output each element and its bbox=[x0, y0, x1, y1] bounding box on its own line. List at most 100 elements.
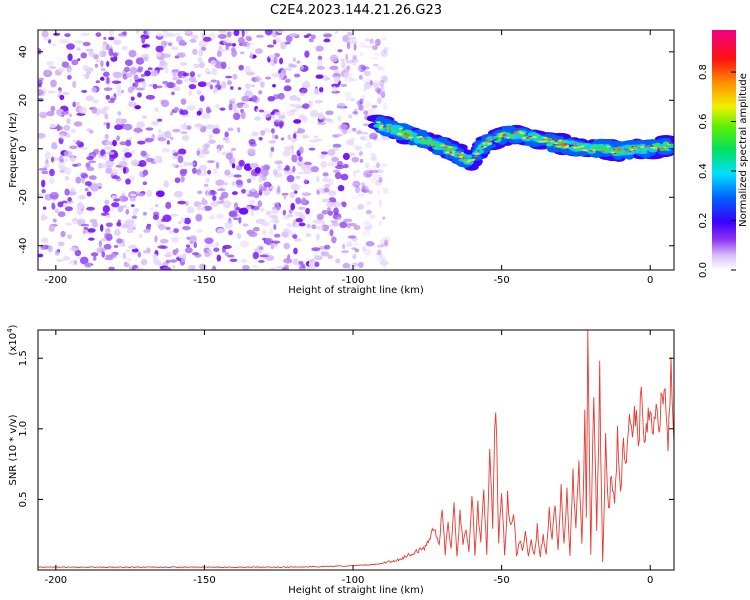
noise-blob bbox=[364, 169, 372, 173]
noise-blob bbox=[203, 205, 213, 211]
noise-blob bbox=[255, 75, 261, 83]
noise-blob bbox=[343, 72, 349, 78]
colorbar-tick-label: 0.0 bbox=[698, 262, 709, 278]
noise-blob bbox=[306, 223, 311, 229]
noise-blob bbox=[69, 156, 77, 162]
noise-blob bbox=[56, 259, 64, 262]
noise-blob bbox=[157, 245, 167, 249]
noise-blob bbox=[354, 248, 360, 253]
noise-blob bbox=[54, 208, 59, 214]
noise-blob bbox=[172, 71, 176, 79]
noise-blob bbox=[155, 45, 164, 53]
signal-blob bbox=[510, 136, 515, 140]
noise-blob bbox=[231, 162, 236, 169]
noise-blob bbox=[363, 226, 372, 231]
noise-blob bbox=[225, 152, 233, 160]
noise-blob bbox=[169, 213, 179, 217]
noise-blob bbox=[178, 254, 185, 259]
noise-blob bbox=[102, 71, 110, 77]
signal-blob bbox=[620, 151, 625, 154]
noise-blob bbox=[365, 209, 372, 215]
noise-blob bbox=[103, 36, 107, 40]
noise-blob bbox=[357, 66, 362, 72]
signal-blob bbox=[419, 141, 426, 145]
noise-blob bbox=[360, 136, 366, 141]
noise-blob bbox=[291, 138, 296, 144]
snr-multiplier-base: (x10 bbox=[8, 333, 19, 356]
noise-blob bbox=[112, 139, 117, 147]
noise-blob bbox=[163, 180, 170, 188]
noise-blob bbox=[105, 222, 113, 227]
noise-blob bbox=[91, 221, 99, 228]
signal-blob bbox=[448, 146, 453, 149]
noise-blob bbox=[321, 209, 329, 215]
noise-blob bbox=[169, 259, 178, 263]
noise-blob bbox=[267, 95, 276, 102]
noise-blob bbox=[380, 48, 387, 57]
noise-blob bbox=[117, 219, 121, 223]
noise-blob bbox=[337, 184, 345, 192]
noise-blob bbox=[255, 48, 263, 54]
noise-blob bbox=[274, 134, 279, 140]
noise-blob bbox=[315, 176, 320, 183]
noise-blob bbox=[340, 58, 345, 62]
noise-blob bbox=[126, 257, 132, 261]
noise-blob bbox=[313, 135, 319, 139]
noise-blob bbox=[313, 261, 320, 268]
noise-blob bbox=[111, 168, 119, 176]
noise-blob bbox=[238, 159, 245, 167]
noise-blob bbox=[172, 128, 181, 133]
noise-blob bbox=[346, 139, 355, 146]
noise-blob bbox=[173, 228, 179, 234]
y-tick-label: 1.0 bbox=[18, 421, 29, 437]
noise-blob bbox=[82, 64, 89, 71]
noise-blob bbox=[88, 50, 95, 57]
signal-blob bbox=[404, 133, 407, 135]
noise-blob bbox=[239, 207, 249, 215]
signal-blob bbox=[646, 144, 651, 147]
signal-blob bbox=[497, 137, 503, 141]
noise-blob bbox=[125, 59, 133, 67]
noise-blob bbox=[62, 91, 70, 96]
noise-blob bbox=[92, 255, 97, 261]
noise-blob bbox=[225, 42, 233, 47]
noise-blob bbox=[341, 250, 350, 254]
noise-blob bbox=[301, 134, 310, 139]
signal-blob bbox=[388, 128, 392, 130]
noise-blob bbox=[195, 213, 203, 222]
signal-blob bbox=[612, 148, 616, 150]
noise-blob bbox=[356, 130, 363, 135]
noise-blob bbox=[95, 80, 101, 84]
noise-blob bbox=[286, 214, 294, 218]
noise-blob bbox=[136, 69, 143, 73]
noise-blob bbox=[333, 201, 341, 208]
noise-blob bbox=[76, 47, 81, 51]
noise-blob bbox=[378, 176, 383, 183]
noise-blob bbox=[41, 189, 46, 194]
noise-blob bbox=[120, 89, 125, 94]
noise-blob bbox=[294, 223, 299, 228]
noise-blob bbox=[51, 202, 55, 210]
noise-blob bbox=[60, 230, 66, 238]
noise-blob bbox=[130, 204, 135, 208]
noise-blob bbox=[123, 262, 131, 268]
noise-blob bbox=[316, 218, 322, 224]
noise-blob bbox=[99, 51, 103, 57]
noise-blob bbox=[208, 214, 216, 220]
noise-blob bbox=[240, 51, 245, 55]
noise-blob bbox=[382, 187, 389, 195]
signal-blob bbox=[604, 149, 611, 153]
noise-blob bbox=[380, 50, 389, 58]
noise-blob bbox=[247, 148, 256, 155]
noise-blob bbox=[112, 39, 122, 45]
noise-blob bbox=[118, 195, 128, 202]
noise-blob bbox=[265, 238, 272, 245]
noise-blob bbox=[220, 191, 229, 199]
noise-blob bbox=[57, 241, 65, 247]
noise-blob bbox=[142, 169, 149, 176]
noise-blob bbox=[344, 76, 354, 83]
noise-blob bbox=[61, 111, 69, 116]
noise-blob bbox=[129, 265, 133, 270]
noise-blob bbox=[158, 224, 166, 230]
noise-blob bbox=[101, 251, 106, 258]
